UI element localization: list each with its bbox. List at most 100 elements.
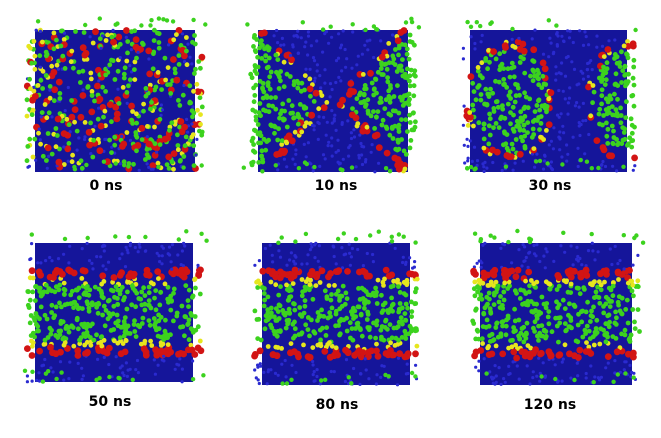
particle — [170, 19, 176, 24]
particle — [360, 296, 366, 301]
time-label: 0 ns — [90, 178, 123, 194]
particle — [557, 88, 561, 93]
particle — [256, 160, 262, 165]
particle — [404, 46, 410, 52]
particle — [344, 358, 349, 362]
particle — [103, 349, 111, 357]
particle — [560, 162, 565, 167]
particle — [616, 294, 622, 299]
particle — [402, 42, 408, 48]
particle — [137, 168, 141, 172]
particle — [472, 167, 477, 172]
particle — [70, 325, 76, 330]
particle — [616, 277, 621, 282]
particle — [41, 342, 47, 347]
particle — [576, 254, 580, 259]
particle — [393, 146, 399, 152]
particle — [581, 101, 586, 105]
particle — [271, 260, 275, 264]
particle — [537, 350, 544, 358]
particle — [349, 165, 355, 170]
particle — [68, 292, 74, 298]
particle — [320, 325, 325, 331]
particle — [615, 169, 619, 173]
particle — [605, 313, 611, 319]
particle — [511, 64, 517, 70]
particle — [546, 18, 551, 23]
particle — [103, 89, 108, 94]
particle — [332, 245, 336, 249]
particle — [490, 377, 494, 381]
particle — [294, 33, 299, 38]
particle — [318, 164, 322, 168]
particle — [470, 267, 477, 275]
particle — [512, 306, 517, 312]
particle — [145, 47, 153, 55]
particle — [615, 372, 620, 377]
particle — [493, 99, 499, 105]
particle — [516, 150, 524, 158]
particle — [387, 132, 393, 138]
particle — [593, 326, 599, 331]
particle — [64, 145, 72, 153]
particle — [125, 39, 131, 44]
particle — [633, 27, 638, 33]
particle — [500, 323, 505, 329]
particle — [57, 96, 63, 101]
particle — [117, 335, 123, 341]
particle — [500, 103, 505, 108]
particle — [168, 82, 173, 87]
particle — [384, 53, 390, 59]
particle — [192, 41, 198, 47]
particle — [596, 376, 601, 380]
particle — [631, 57, 637, 63]
particle — [389, 239, 395, 244]
particle — [167, 43, 171, 47]
particle — [306, 353, 314, 361]
particle — [386, 310, 391, 315]
particle — [58, 321, 64, 326]
particle — [311, 56, 316, 60]
particle — [614, 315, 619, 321]
particle — [79, 165, 85, 171]
particle — [120, 140, 128, 148]
particle — [619, 80, 624, 85]
particle — [191, 143, 197, 149]
particle — [117, 41, 123, 47]
particle — [66, 329, 72, 335]
particle — [465, 123, 471, 128]
particle — [332, 268, 340, 275]
particle — [117, 291, 123, 297]
particle — [531, 370, 535, 374]
particle — [520, 138, 525, 144]
particle — [505, 101, 511, 107]
particle — [613, 107, 619, 112]
particle — [57, 300, 62, 306]
particle — [324, 133, 328, 137]
particle — [300, 262, 304, 266]
particle — [600, 163, 604, 167]
particle — [380, 279, 386, 285]
particle — [414, 276, 420, 282]
particle — [624, 52, 630, 58]
particle — [566, 152, 570, 156]
particle — [66, 141, 72, 146]
particle — [261, 303, 267, 309]
particle — [510, 43, 516, 49]
particle — [363, 27, 368, 33]
particle — [576, 346, 584, 354]
particle — [577, 121, 581, 125]
particle — [567, 36, 572, 40]
particle — [102, 355, 106, 359]
particle — [510, 26, 515, 32]
particle — [265, 310, 271, 316]
particle — [138, 124, 146, 132]
particle — [559, 244, 563, 248]
particle — [299, 129, 305, 135]
particle — [255, 54, 260, 60]
particle — [621, 43, 627, 49]
particle — [554, 323, 560, 329]
particle — [562, 321, 568, 326]
particle — [379, 375, 383, 379]
particle — [315, 374, 319, 379]
